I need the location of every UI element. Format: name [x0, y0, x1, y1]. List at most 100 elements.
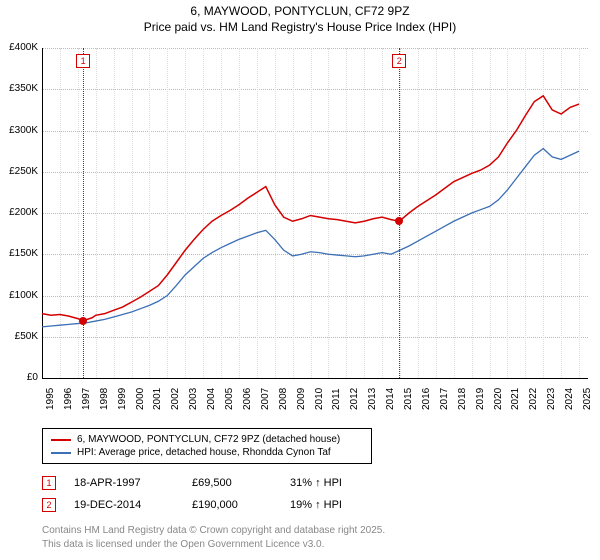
- x-tick-label: 2016: [421, 388, 432, 410]
- x-tick-label: 2004: [206, 388, 217, 410]
- gridline-v: [275, 48, 276, 378]
- marker-vline: [399, 48, 400, 378]
- y-tick-label: £50K: [0, 331, 38, 342]
- x-tick-label: 2011: [331, 388, 342, 410]
- x-tick-label: 2002: [170, 388, 181, 410]
- x-tick-label: 2001: [152, 388, 163, 410]
- gridline-v: [543, 48, 544, 378]
- gridline-v: [382, 48, 383, 378]
- gridline-v: [257, 48, 258, 378]
- gridline-v: [328, 48, 329, 378]
- x-tick-label: 2024: [564, 388, 575, 410]
- sale-date: 18-APR-1997: [74, 477, 174, 489]
- sale-date: 19-DEC-2014: [74, 499, 174, 511]
- x-tick-label: 2022: [528, 388, 539, 410]
- marker-dot: [395, 217, 403, 225]
- gridline-h: [42, 213, 588, 214]
- gridline-h: [42, 131, 588, 132]
- y-tick-label: £100K: [0, 290, 38, 301]
- gridline-v: [364, 48, 365, 378]
- x-tick-label: 2012: [349, 388, 360, 410]
- gridline-v: [561, 48, 562, 378]
- x-tick-label: 1995: [45, 388, 56, 410]
- x-tick-label: 2008: [278, 388, 289, 410]
- x-tick-label: 2003: [188, 388, 199, 410]
- x-tick-label: 2025: [582, 388, 593, 410]
- gridline-v: [78, 48, 79, 378]
- sale-row: 1 18-APR-1997 £69,500 31% ↑ HPI: [42, 472, 600, 494]
- gridline-v: [185, 48, 186, 378]
- legend-swatch: [51, 452, 71, 454]
- y-tick-label: £250K: [0, 166, 38, 177]
- gridline-v: [167, 48, 168, 378]
- gridline-h: [42, 254, 588, 255]
- footer-line: Contains HM Land Registry data © Crown c…: [42, 524, 600, 538]
- y-tick-label: £150K: [0, 248, 38, 259]
- y-tick-label: £300K: [0, 125, 38, 136]
- x-tick-label: 2023: [546, 388, 557, 410]
- gridline-h: [42, 296, 588, 297]
- chart-container: 6, MAYWOOD, PONTYCLUN, CF72 9PZ Price pa…: [0, 0, 600, 551]
- sale-marker-box: 1: [42, 476, 56, 490]
- legend-item: 6, MAYWOOD, PONTYCLUN, CF72 9PZ (detache…: [51, 433, 363, 446]
- x-tick-label: 2005: [224, 388, 235, 410]
- gridline-h: [42, 89, 588, 90]
- chart-svg: [0, 42, 600, 380]
- x-tick-label: 2000: [135, 388, 146, 410]
- x-tick-label: 2019: [475, 388, 486, 410]
- x-tick-label: 2009: [296, 388, 307, 410]
- gridline-v: [203, 48, 204, 378]
- gridline-v: [507, 48, 508, 378]
- gridline-v: [114, 48, 115, 378]
- gridline-v: [490, 48, 491, 378]
- gridline-v: [311, 48, 312, 378]
- x-tick-label: 2006: [242, 388, 253, 410]
- sale-pct: 19% ↑ HPI: [290, 499, 342, 511]
- y-axis: [42, 48, 43, 378]
- x-tick-label: 2010: [314, 388, 325, 410]
- footer-attribution: Contains HM Land Registry data © Crown c…: [42, 524, 600, 551]
- sales-table: 1 18-APR-1997 £69,500 31% ↑ HPI 2 19-DEC…: [42, 472, 600, 516]
- x-tick-label: 2018: [457, 388, 468, 410]
- gridline-v: [418, 48, 419, 378]
- legend: 6, MAYWOOD, PONTYCLUN, CF72 9PZ (detache…: [42, 428, 372, 464]
- x-tick-label: 2013: [367, 388, 378, 410]
- title-block: 6, MAYWOOD, PONTYCLUN, CF72 9PZ Price pa…: [0, 0, 600, 42]
- x-axis: [42, 378, 588, 379]
- sale-price: £69,500: [192, 477, 272, 489]
- gridline-v: [346, 48, 347, 378]
- x-tick-label: 2020: [493, 388, 504, 410]
- sale-row: 2 19-DEC-2014 £190,000 19% ↑ HPI: [42, 494, 600, 516]
- legend-label: 6, MAYWOOD, PONTYCLUN, CF72 9PZ (detache…: [77, 434, 340, 445]
- gridline-v: [436, 48, 437, 378]
- legend-item: HPI: Average price, detached house, Rhon…: [51, 446, 363, 459]
- gridline-v: [132, 48, 133, 378]
- x-tick-label: 2015: [403, 388, 414, 410]
- gridline-v: [239, 48, 240, 378]
- y-tick-label: £400K: [0, 42, 38, 53]
- legend-label: HPI: Average price, detached house, Rhon…: [77, 447, 331, 458]
- gridline-v: [96, 48, 97, 378]
- footer-line: This data is licensed under the Open Gov…: [42, 538, 600, 552]
- x-tick-label: 1999: [117, 388, 128, 410]
- x-tick-label: 2014: [385, 388, 396, 410]
- x-tick-label: 1997: [81, 388, 92, 410]
- gridline-v: [293, 48, 294, 378]
- x-tick-label: 1998: [99, 388, 110, 410]
- gridline-h: [42, 48, 588, 49]
- gridline-v: [525, 48, 526, 378]
- gridline-h: [42, 337, 588, 338]
- chart-title-address: 6, MAYWOOD, PONTYCLUN, CF72 9PZ: [0, 4, 600, 18]
- gridline-v: [60, 48, 61, 378]
- gridline-v: [579, 48, 580, 378]
- chart-title-sub: Price paid vs. HM Land Registry's House …: [0, 20, 600, 34]
- sale-marker-box: 2: [42, 498, 56, 512]
- y-tick-label: £0: [0, 372, 38, 383]
- gridline-v: [472, 48, 473, 378]
- x-tick-label: 2017: [439, 388, 450, 410]
- legend-swatch: [51, 439, 71, 441]
- gridline-v: [221, 48, 222, 378]
- x-tick-label: 2021: [510, 388, 521, 410]
- marker-dot: [79, 317, 87, 325]
- gridline-h: [42, 172, 588, 173]
